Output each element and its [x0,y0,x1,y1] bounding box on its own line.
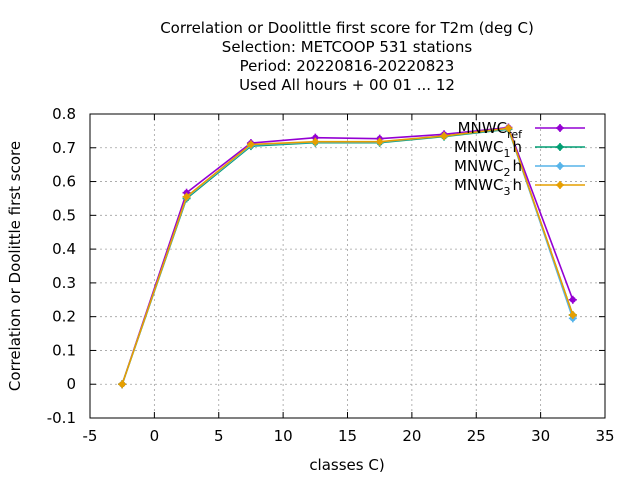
x-tick-label: 20 [402,427,421,445]
data-point [246,140,255,149]
series-MNWC_3h [118,124,577,389]
y-tick-label: 0.3 [52,274,76,292]
data-point [440,131,449,140]
legend-item: MNWC1 h [454,138,585,160]
y-tick-label: 0.6 [52,173,76,191]
data-point [311,137,320,146]
y-tick-label: 0.1 [52,341,76,359]
legend-item: MNWCref [458,119,585,141]
chart-title: Correlation or Doolittle first score for… [160,19,534,94]
data-point [568,310,577,319]
y-tick-label: 0.8 [52,105,76,123]
legend-label: MNWCref [458,119,524,141]
x-tick-label: -5 [83,427,98,445]
legend-marker [556,162,564,170]
x-tick-label: 5 [214,427,224,445]
axis-ticks: -5 0 5 10 15 20 25 30 35 -0.1 0 0.1 0.2 0.3 0.4 0.5 0.6 0… [47,105,615,445]
data-point [568,295,577,304]
series-line [121,126,574,385]
data-point [375,137,384,146]
series [118,123,577,389]
series-line [121,127,574,385]
legend-marker [556,181,564,189]
y-tick-label: 0.5 [52,206,76,224]
x-tick-label: 10 [274,427,293,445]
title-line: Period: 20220816-20220823 [240,57,455,75]
y-tick-label: 0.4 [52,240,76,258]
x-axis-label: classes C) [309,456,384,474]
y-tick-label: 0.7 [52,139,76,157]
x-tick-label: 0 [150,427,160,445]
y-tick-label: 0 [66,375,76,393]
y-tick-label: 0.2 [52,308,76,326]
grid [89,113,606,419]
legend-item: MNWC2 h [454,157,585,179]
data-point [504,124,513,133]
x-tick-label: 25 [467,427,486,445]
x-tick-label: 15 [338,427,357,445]
x-tick-label: 30 [531,427,550,445]
x-tick-label: 35 [595,427,614,445]
title-line: Used All hours + 00 01 ... 12 [239,76,455,94]
y-tick-label: -0.1 [47,409,76,427]
legend-marker [556,124,564,132]
legend-label: MNWC1 h [454,138,522,160]
data-point [182,192,191,201]
legend-marker [556,143,564,151]
data-point [118,380,127,389]
legend-label: MNWC2 h [454,157,522,179]
legend-item: MNWC3 h [454,176,585,198]
y-axis-label: Correlation or Doolittle first score [6,141,24,391]
title-line: Selection: METCOOP 531 stations [222,38,473,56]
title-line: Correlation or Doolittle first score for… [160,19,534,37]
legend-label: MNWC3 h [454,176,522,198]
